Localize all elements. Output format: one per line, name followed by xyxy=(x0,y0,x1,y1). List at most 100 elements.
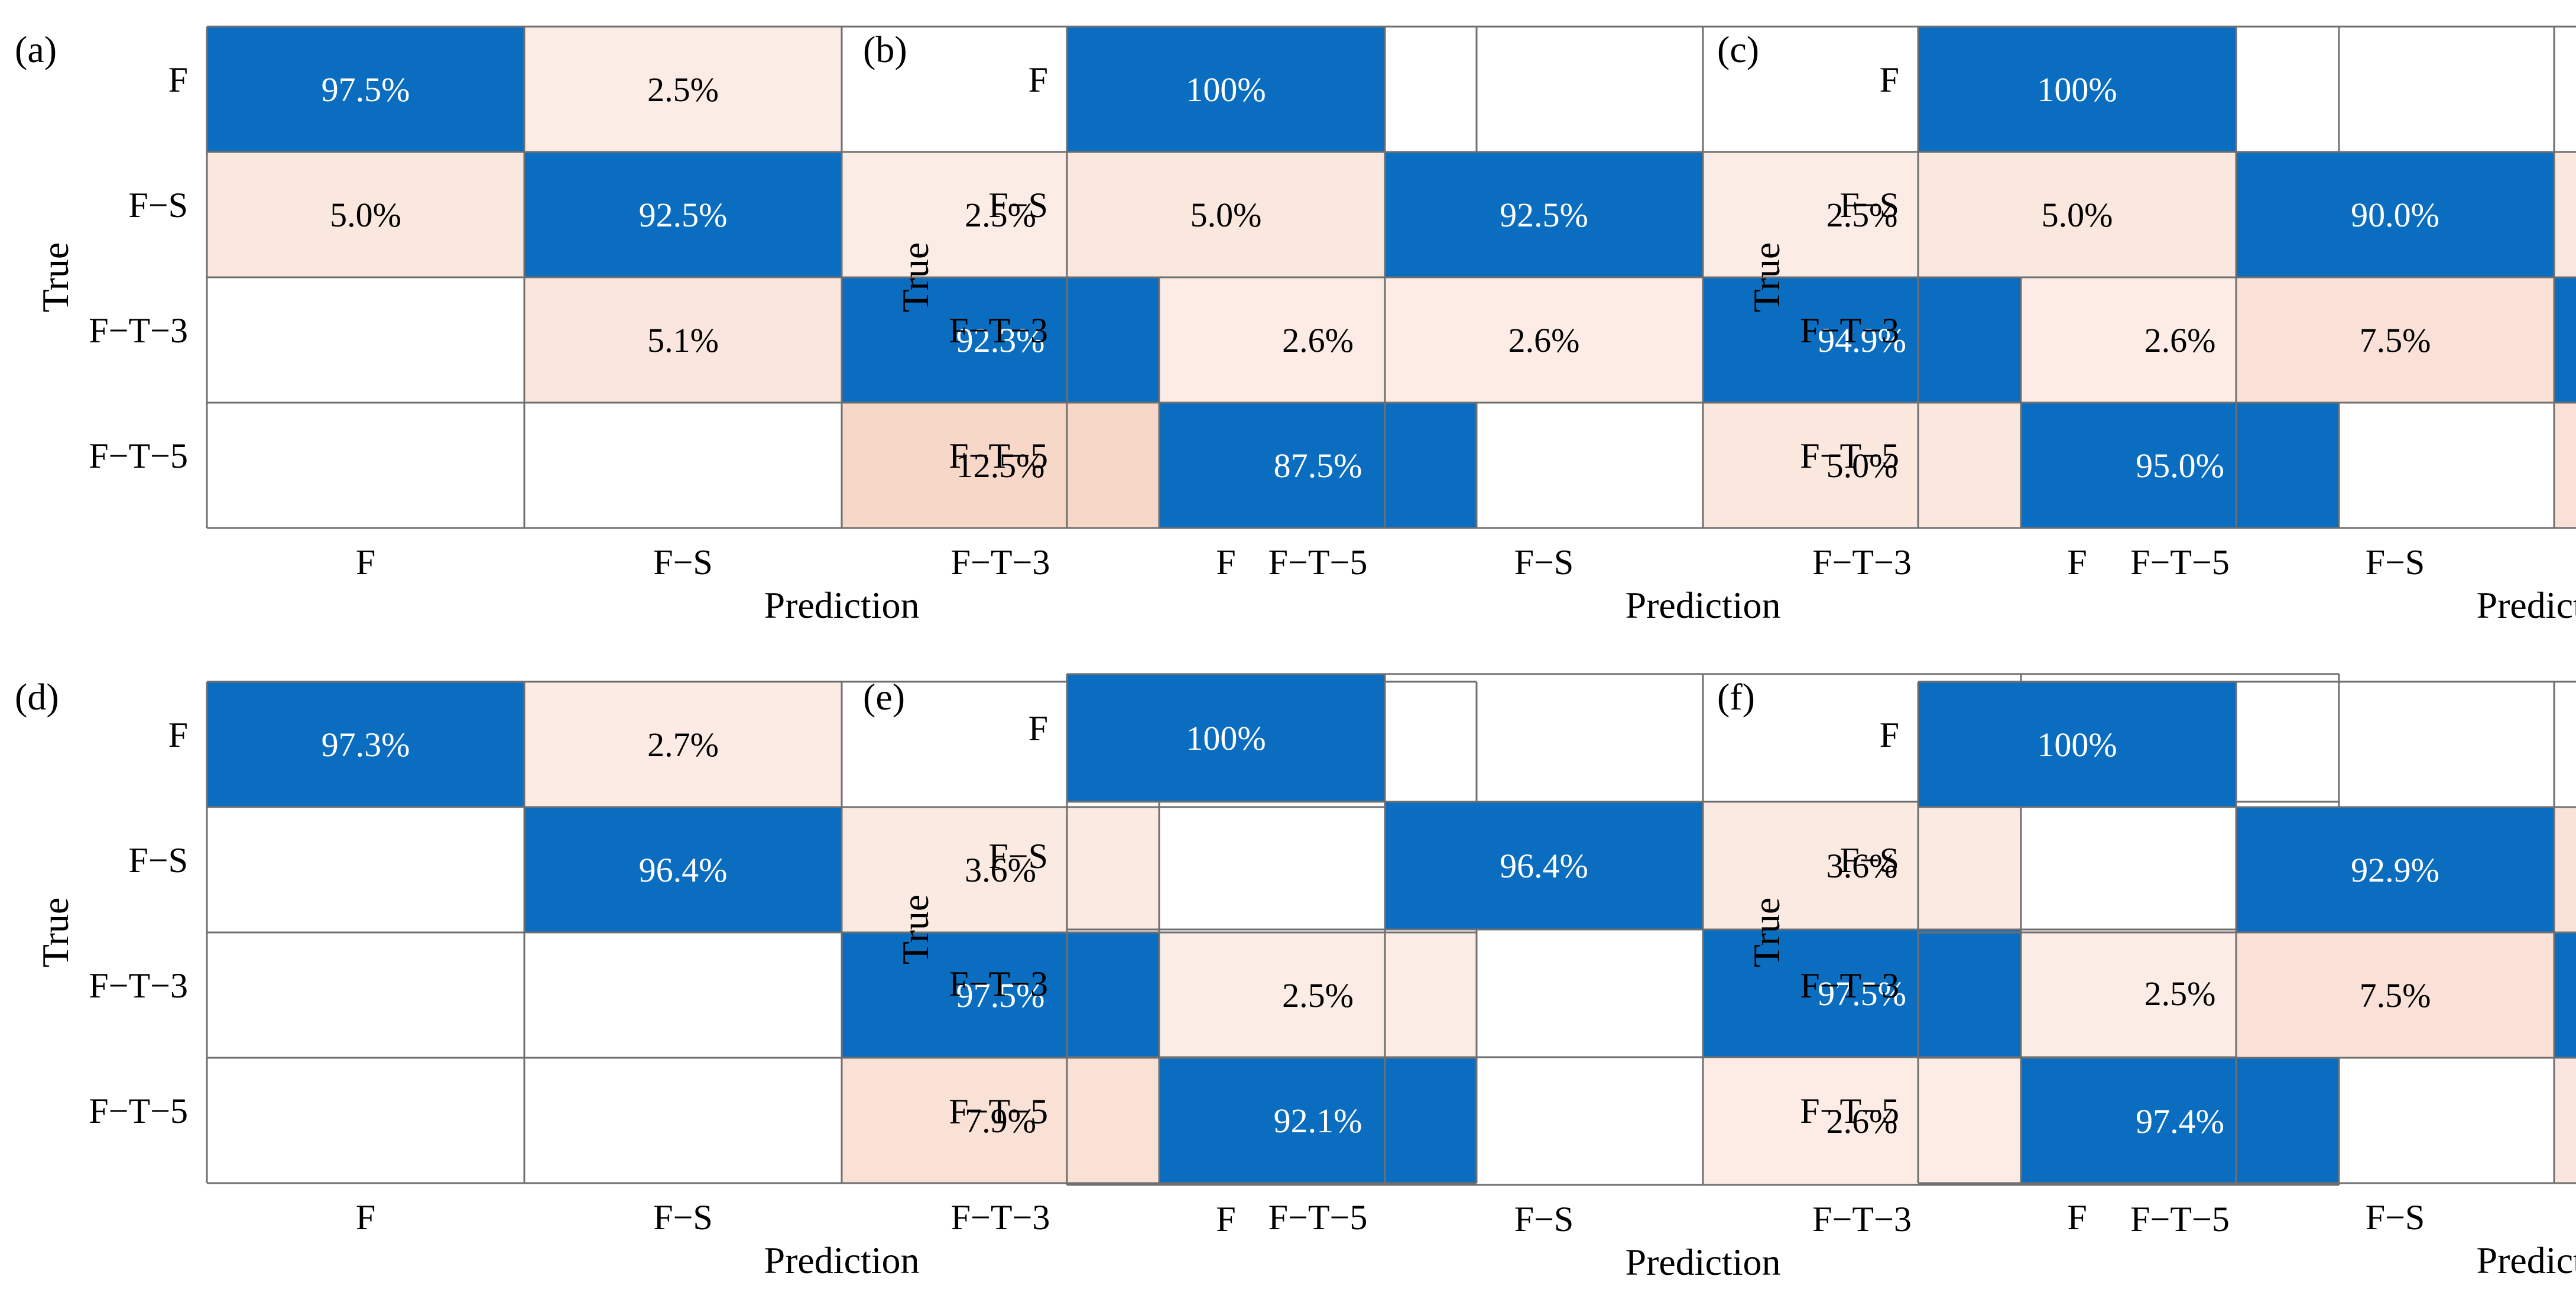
x-tick-label: F−T−5 xyxy=(1268,1198,1368,1237)
cell-value-label: 2.5% xyxy=(2144,974,2216,1013)
matrix-cell xyxy=(842,1058,1159,1183)
confusion-matrix-panel: (b) 100% 5.0% 92.5% 2.5% 2.6% 94.9% 2.6% 5.0% 95.… xyxy=(863,25,2340,626)
cell-value-label: 97.3% xyxy=(322,725,410,764)
y-tick-label: F xyxy=(1880,60,1899,99)
cell-value-label: 92.5% xyxy=(1500,196,1588,234)
matrix-cell xyxy=(207,682,524,807)
y-tick-label: F−T−5 xyxy=(949,436,1048,475)
y-tick-label: F xyxy=(168,60,188,99)
matrix-cell xyxy=(1159,1058,1477,1183)
y-tick-label: F−T−5 xyxy=(1800,436,1899,475)
cell-value-label: 5.0% xyxy=(2042,196,2113,234)
y-tick-label: F−S xyxy=(1839,186,1899,225)
confusion-matrix-panel: (f)100%92.9%7.1%7.5%92.5%5.3%94.7%FF−SF−… xyxy=(1717,676,2576,1281)
cell-value-label: 97.5% xyxy=(956,976,1045,1015)
x-axis-label: Prediction xyxy=(764,1239,919,1281)
matrix-cell xyxy=(2554,152,2576,277)
cell-value-label: 100% xyxy=(2037,725,2117,764)
cell-value-label: 7.9% xyxy=(965,1102,1036,1140)
x-tick-label: F−S xyxy=(2366,1198,2425,1237)
matrix-cell xyxy=(1385,152,1703,277)
y-tick-label: F−T−5 xyxy=(949,1092,1048,1131)
matrix-cell xyxy=(524,152,842,277)
matrix-cell xyxy=(1159,403,1477,528)
matrix-cell xyxy=(1703,1057,2021,1185)
matrix-cell xyxy=(2554,277,2576,403)
y-axis-label: True xyxy=(1746,898,1787,968)
y-tick-label: F−T−3 xyxy=(1800,311,1899,350)
cell-value-label: 96.4% xyxy=(639,851,728,889)
x-axis-label: Prediction xyxy=(764,584,919,626)
cell-value-label: 97.4% xyxy=(2136,1102,2224,1141)
x-axis-label: Prediction xyxy=(2476,1239,2576,1281)
cell-value-label: 97.5% xyxy=(1818,974,1906,1013)
cell-value-label: 2.5% xyxy=(647,70,719,109)
cell-value-label: 92.1% xyxy=(1274,1102,1362,1140)
x-tick-label: F−T−5 xyxy=(1268,543,1368,582)
matrix-cell xyxy=(524,807,842,932)
cell-value-label: 2.5% xyxy=(1282,976,1354,1015)
y-tick-label: F−S xyxy=(128,841,188,880)
y-tick-label: F xyxy=(1029,709,1048,748)
panel-label: (f) xyxy=(1717,676,1755,718)
x-tick-label: F−S xyxy=(653,543,713,582)
matrix-cell xyxy=(207,27,524,152)
x-tick-label: F−T−3 xyxy=(1812,1200,1912,1239)
y-tick-label: F−S xyxy=(1839,841,1899,880)
y-tick-label: F−S xyxy=(128,186,188,225)
confusion-matrix-panel: (a) 97.5% 2.5% 5.0% 92.5% 2.5% 5.1% 92.3% 2.6% 12… xyxy=(15,25,1478,626)
cell-value-label: 5.0% xyxy=(330,196,401,234)
matrix-cell xyxy=(1385,802,1703,929)
matrix-cell xyxy=(524,682,842,807)
x-tick-label: F xyxy=(356,543,375,582)
matrix-cell xyxy=(1703,277,2021,403)
cell-value-label: 2.6% xyxy=(1826,1102,1898,1141)
matrix-cell xyxy=(2554,403,2576,528)
cell-value-label: 2.5% xyxy=(1826,196,1898,234)
matrix-cell xyxy=(2554,932,2576,1058)
cell-value-label: 90.0% xyxy=(2351,196,2439,234)
x-tick-label: F−T−5 xyxy=(2130,543,2230,582)
y-axis-label: True xyxy=(34,898,76,968)
matrix-cell xyxy=(842,932,1159,1058)
y-tick-label: F xyxy=(1880,715,1899,754)
matrix-cell xyxy=(524,277,842,403)
x-tick-label: F−S xyxy=(1514,543,1574,582)
cell-value-label: 94.9% xyxy=(1818,321,1906,359)
matrix-cell xyxy=(2236,277,2554,403)
confusion-matrix-panel: (d) 97.3% 2.7% 96.4% 3.6% 97.5% 2.5% 7.9% 92.1% F… xyxy=(15,676,1478,1281)
cell-value-label: 12.5% xyxy=(956,446,1045,485)
cell-value-label: 3.6% xyxy=(1826,847,1898,885)
matrix-cell xyxy=(1703,802,2021,929)
y-tick-label: F xyxy=(1029,60,1048,99)
x-tick-label: F−S xyxy=(653,1198,713,1237)
matrix-cell xyxy=(2554,1058,2576,1183)
matrix-cell xyxy=(842,277,1159,403)
panel-label: (a) xyxy=(15,28,57,70)
panel-label: (e) xyxy=(863,676,905,718)
matrix-cell xyxy=(2021,1057,2339,1185)
y-tick-label: F−T−5 xyxy=(89,436,188,475)
x-tick-label: F xyxy=(1216,543,1235,582)
cell-value-label: 7.5% xyxy=(2360,321,2431,359)
cell-value-label: 100% xyxy=(1186,719,1266,757)
x-tick-label: F−S xyxy=(1514,1200,1574,1239)
x-tick-label: F−T−3 xyxy=(1812,543,1912,582)
matrix-cell xyxy=(207,152,524,277)
matrix-cell xyxy=(1918,682,2236,807)
y-tick-label: F−T−3 xyxy=(949,964,1048,1003)
cell-value-label: 2.6% xyxy=(1282,321,1354,359)
x-tick-label: F xyxy=(2067,543,2087,582)
y-tick-label: F xyxy=(168,715,188,754)
cell-value-label: 96.4% xyxy=(1500,847,1588,885)
x-axis-label: Prediction xyxy=(1625,584,1780,626)
cell-value-label: 92.3% xyxy=(956,321,1045,359)
panel-label: (c) xyxy=(1717,28,1759,70)
cell-value-label: 92.9% xyxy=(2351,851,2439,889)
confusion-matrix-panel: (c)100%5.0%90.0%5.0%7.5%90.0%2.5%7.5%92.… xyxy=(1717,25,2576,626)
x-tick-label: F xyxy=(2067,1198,2087,1237)
cell-value-label: 97.5% xyxy=(322,70,410,109)
y-tick-label: F−S xyxy=(988,837,1048,876)
matrix-cell xyxy=(1918,27,2236,152)
